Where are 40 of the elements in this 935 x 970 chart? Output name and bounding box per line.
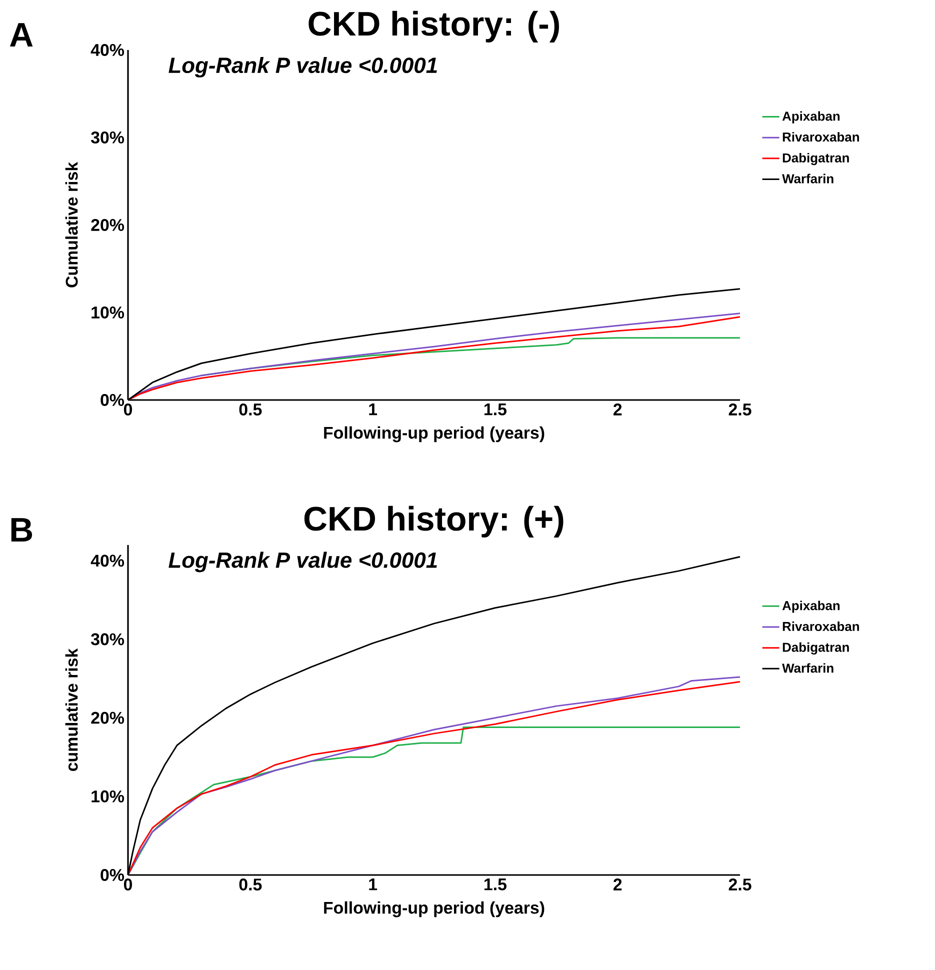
legend-label: Apixaban — [782, 111, 840, 124]
y-tick-label: 10% — [92, 790, 124, 802]
x-tick-label: 0 — [124, 878, 132, 891]
y-tick-label: 20% — [91, 712, 124, 724]
x-tick-label: 0 — [124, 404, 132, 416]
annotation: Log-Rank P value <0.0001 — [168, 552, 437, 572]
text: B — [11, 518, 32, 542]
legend-label: Rivaroxaban — [782, 622, 859, 632]
y-tick-label: 20% — [91, 218, 124, 231]
x-tick-label: 1.5 — [484, 878, 507, 890]
legend-label: Warfarin — [782, 663, 834, 673]
y-tick-label: 30% — [90, 131, 124, 144]
x-tick-label: 2 — [613, 878, 622, 890]
y-tick-label: 0% — [100, 394, 124, 406]
legend-label: Apixaban — [782, 600, 840, 613]
x-axis-title: Following-up period (years) — [324, 426, 544, 442]
legend-label: Rivaroxaban — [782, 132, 859, 142]
legend-label: Dabigatran — [782, 642, 849, 655]
x-tick-label: 2.5 — [728, 404, 752, 416]
legend-label: Dabigatran — [782, 152, 849, 166]
x-tick-label: 0.5 — [239, 404, 262, 416]
x-axis-title: Following-up period (years) — [324, 901, 544, 918]
y-tick-label: 40% — [90, 44, 124, 56]
y-tick-label: 0% — [100, 869, 124, 881]
x-tick-label: 1 — [369, 878, 378, 890]
annotation: Log-Rank P value <0.0001 — [168, 57, 437, 78]
x-tick-label: 1.5 — [484, 404, 507, 416]
y-tick-label: 40% — [90, 554, 124, 567]
text: A — [10, 23, 33, 46]
x-tick-label: 1 — [369, 404, 378, 416]
x-tick-label: 2 — [613, 404, 622, 416]
x-tick-label: 0.5 — [239, 878, 262, 891]
chart-title: CKD history: (+) — [304, 506, 564, 538]
y-axis-title: cumulative risk — [65, 648, 78, 772]
y-tick-label: 10% — [92, 306, 124, 318]
y-tick-label: 30% — [90, 633, 124, 646]
chart-title: CKD history: (-) — [308, 10, 559, 42]
y-axis-title: Cumulative risk — [65, 162, 78, 288]
legend-label: Warfarin — [782, 174, 834, 184]
x-tick-label: 2.5 — [728, 878, 752, 891]
